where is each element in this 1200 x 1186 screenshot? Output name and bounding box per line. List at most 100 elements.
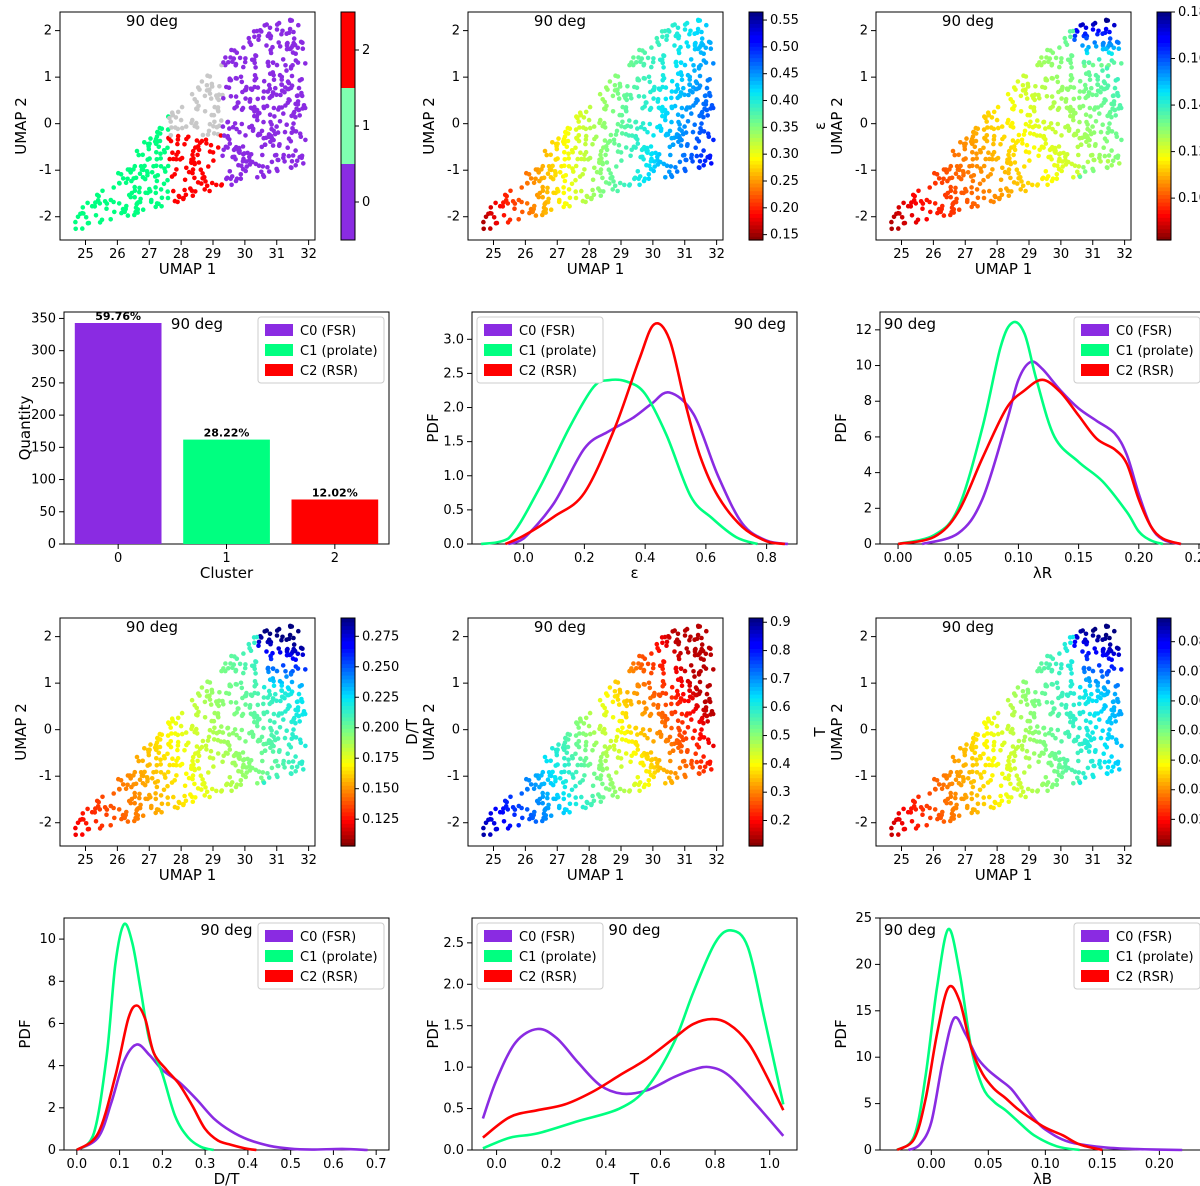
scatter-dt-ylabel: UMAP 2 [12,703,30,761]
scatter-point [279,82,284,87]
scatter-point [956,207,962,212]
scatter-point [622,124,628,130]
scatter-point [1102,759,1108,765]
scatter-point [940,203,945,209]
scatter-point [1062,35,1068,41]
scatter-point [640,727,646,732]
panel-title: 90 deg [534,12,586,30]
scatter-point [1071,111,1077,116]
panel-kde-dt: 0.0 0.1 0.2 0.3 0.4 0.5 0.6 0.70246810D/TPDFC0 … [16,917,390,1186]
scatter-point [564,807,569,813]
scatter-point [1060,770,1065,775]
scatter-point [648,750,654,755]
scatter-point [1042,666,1047,671]
scatter-point [481,226,487,232]
scatter-point [985,125,990,130]
scatter-point [291,121,296,126]
scatter-point [642,732,647,738]
scatter-point [920,201,926,206]
colorbar-segment [341,690,355,695]
scatter-point [652,770,657,775]
scatter-point [1093,650,1099,655]
scatter-point [652,164,657,169]
kde-line-2 [897,378,1182,546]
colorbar-segment [341,705,355,710]
scatter-point [652,690,657,696]
bar-cluster-quantity-ytick-label: 350 [31,311,56,326]
scatter-point [651,168,656,174]
scatter-point [1057,670,1062,676]
kde-lambda-b-ytick-label: 5 [864,1097,872,1112]
scatter-point [607,181,612,186]
scatter-point [237,150,242,155]
scatter-point [1043,747,1049,752]
scatter-point [578,756,583,761]
scatter-point [1068,113,1073,119]
colorbar-tick-label: 0.50 [770,40,799,55]
scatter-point [1059,702,1064,707]
legend-entry: C1 (prolate) [519,344,597,359]
colorbar-segment [1157,652,1171,657]
scatter-lambda-r-xtick-label: 25 [893,247,910,262]
scatter-point [1012,753,1018,759]
legend-swatch [265,950,293,962]
scatter-point [567,204,572,209]
scatter-point [711,61,716,66]
scatter-point [582,152,587,158]
scatter-point [1043,169,1049,174]
scatter-point [1092,749,1098,755]
scatter-point [545,777,551,782]
scatter-point [272,114,277,119]
scatter-point [289,771,294,777]
colorbar-tick-label: 0.08 [1178,635,1200,650]
scatter-point [619,131,625,136]
colorbar-segment [1157,57,1171,62]
scatter-point [1114,645,1120,651]
scatter-point [704,22,709,28]
kde-t-xlabel: T [629,1170,640,1186]
bar-cluster-quantity-ytick-label: 50 [39,505,56,520]
colorbar-segment [1157,842,1171,847]
colorbar-segment [341,667,355,672]
scatter-point [981,751,986,757]
scatter-point [973,731,979,737]
scatter-point [579,762,584,768]
colorbar-tick-label: 0.9 [770,615,791,630]
scatter-point [664,33,670,39]
colorbar-segment [749,38,763,43]
scatter-dt-xtick-label: 29 [205,853,222,868]
scatter-point [981,795,986,800]
scatter-point [998,748,1003,753]
kde-dt-ytick-label: 10 [39,932,56,947]
scatter-point [1103,652,1109,658]
scatter-point [81,211,86,216]
scatter-point [97,201,103,206]
scatter-point [685,105,690,110]
scatter-point [120,812,126,818]
scatter-lambda-r-xtick-label: 27 [957,247,974,262]
scatter-point [289,83,295,88]
scatter-point [227,169,233,174]
scatter-point [269,122,274,127]
scatter-point [299,77,305,82]
scatter-point [219,118,224,123]
scatter-point [655,760,660,766]
scatter-point [1015,685,1021,690]
scatter-point [1057,45,1062,50]
scatter-point [1055,107,1061,113]
scatter-point [289,165,294,171]
scatter-point [645,129,650,135]
scatter-point [247,705,253,710]
scatter-point [617,786,623,792]
scatter-point [253,767,259,773]
scatter-point [988,172,993,177]
scatter-point [298,134,304,139]
scatter-point [636,661,641,666]
scatter-point [237,756,242,761]
scatter-point [182,177,188,183]
scatter-point [697,765,703,770]
scatter-point [583,137,589,142]
kde-lambda-b-ytick-label: 10 [855,1050,872,1065]
scatter-point [693,79,699,84]
scatter-point [645,150,650,155]
